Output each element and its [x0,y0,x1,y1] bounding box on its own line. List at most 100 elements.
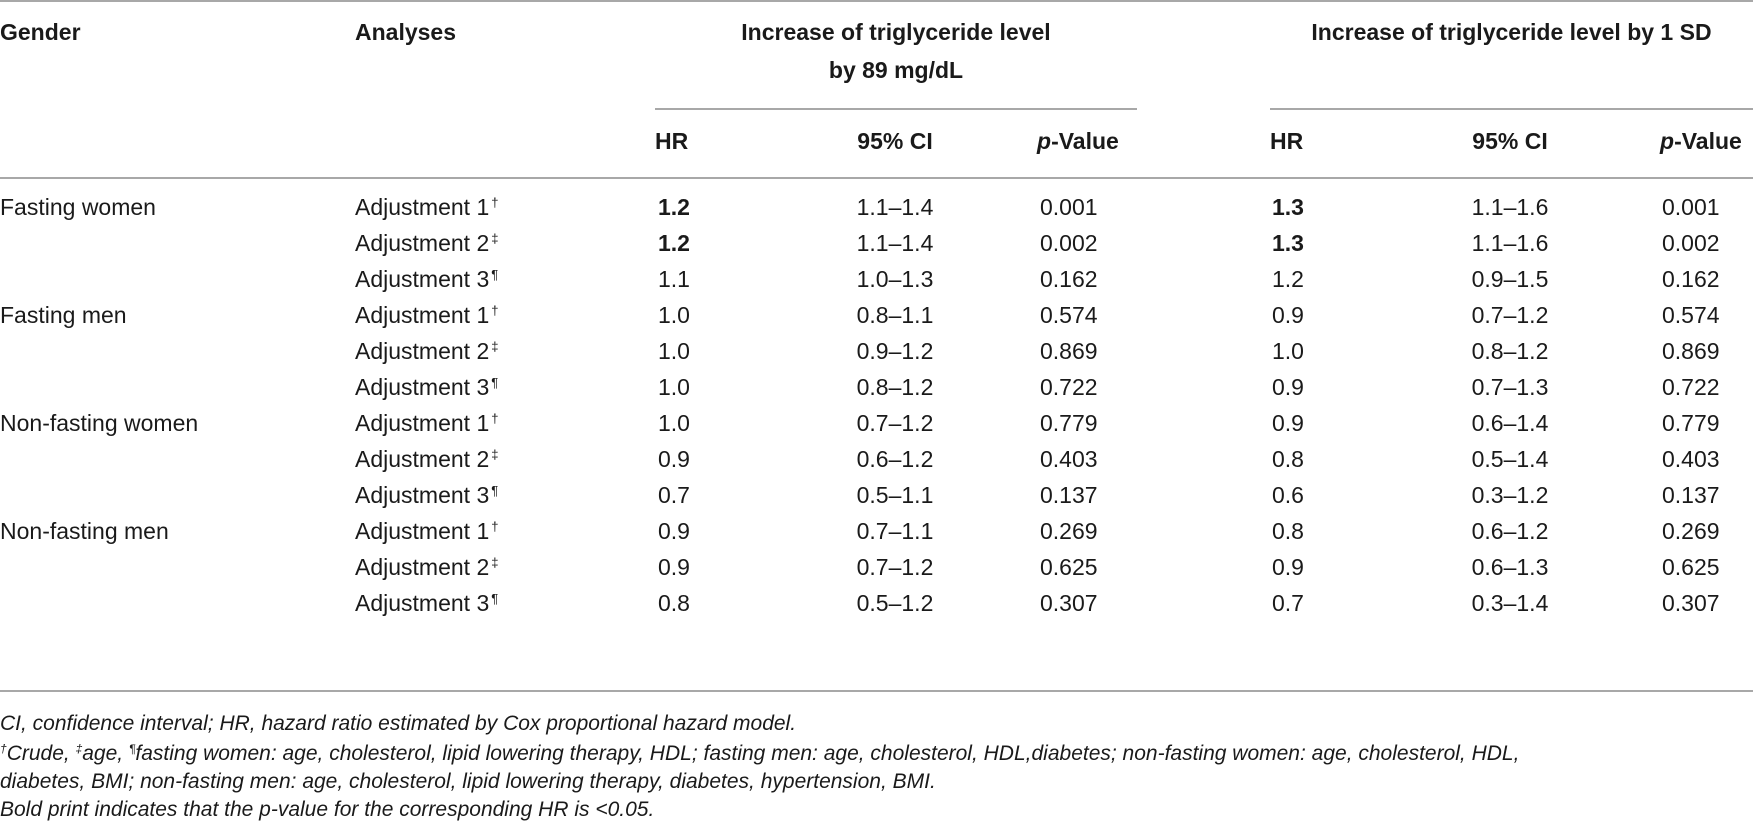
analysis-cell: Adjustment 1 † [355,409,498,437]
ci-cell: 0.3–1.4 [1471,590,1549,616]
header-hr-2: HR [1270,128,1304,154]
p-italic: p [1660,128,1675,154]
pvalue-cell: 0.162 [1040,266,1098,292]
footnote-mark: ¶ [491,267,499,282]
hr-cell: 1.1 [658,266,690,292]
pvalue-cell: 0.779 [1040,410,1098,436]
analysis-label: Adjustment 2 [355,230,490,256]
dagger-mark: † [0,742,7,756]
ci-cell: 0.6–1.2 [1471,518,1549,544]
hr-cell: 0.6 [1272,482,1304,508]
hr-cell: 0.9 [658,446,690,472]
analysis-label: Adjustment 2 [355,446,490,472]
header-hr-1: HR [655,128,689,154]
age-label: age, [82,742,129,765]
adjustment3-description: fasting women: age, cholesterol, lipid l… [135,742,1520,765]
analysis-label: Adjustment 1 [355,302,490,328]
ci-cell: 1.1–1.4 [856,194,934,220]
header-bottom-rule [0,177,1753,179]
footnote-mark: ¶ [491,375,499,390]
header-pvalue-1: p-Value [1037,127,1119,155]
analysis-label: Adjustment 1 [355,194,490,220]
hr-cell: 0.9 [658,554,690,580]
footnote-mark: ‡ [491,555,499,570]
hr-cell: 0.9 [1272,410,1304,436]
footnote-bold-print: Bold print indicates that the p-value fo… [0,798,655,821]
header-group2: Increase of triglyceride level by 1 SD [1311,19,1712,45]
header-ci-1: 95% CI [857,128,933,154]
header-group1-line1: Increase of triglyceride level [741,19,1051,45]
pvalue-cell: 0.307 [1040,590,1098,616]
pilcrow-mark: ¶ [128,742,136,756]
footnote-adjustments: †Crude, ‡age, ¶fasting women: age, chole… [0,740,1519,768]
analysis-cell: Adjustment 2 ‡ [355,337,498,365]
ci-cell: 0.6–1.2 [856,446,934,472]
pvalue-cell: 0.625 [1662,554,1720,580]
footnote-mark: † [491,195,499,210]
hr-cell: 0.8 [658,590,690,616]
hr-cell: 0.8 [1272,518,1304,544]
crude-label: Crude, [6,742,76,765]
analysis-cell: Adjustment 3 ¶ [355,481,498,509]
footnote-adjustments-continued: diabetes, BMI; non-fasting men: age, cho… [0,770,936,793]
hr-cell: 1.0 [658,302,690,328]
ci-cell: 0.9–1.5 [1471,266,1549,292]
hr-cell: 0.8 [1272,446,1304,472]
analysis-label: Adjustment 3 [355,266,490,292]
ci-cell: 1.1–1.6 [1471,230,1549,256]
pvalue-cell: 0.869 [1662,338,1720,364]
analysis-label: Adjustment 3 [355,590,490,616]
pvalue-cell: 0.307 [1662,590,1720,616]
ci-cell: 0.7–1.3 [1471,374,1549,400]
group2-underline [1270,108,1753,110]
header-group1-line2: by 89 mg/dL [828,57,964,83]
pvalue-cell: 0.574 [1662,302,1720,328]
header-analyses: Analyses [355,19,457,45]
hr-cell: 1.2 [658,230,690,256]
p-rest: -Value [1674,128,1742,154]
table-bottom-rule [0,690,1753,692]
pvalue-cell: 0.722 [1040,374,1098,400]
analysis-label: Adjustment 1 [355,410,490,436]
ci-cell: 1.1–1.4 [856,230,934,256]
pvalue-cell: 0.002 [1040,230,1098,256]
pvalue-cell: 0.002 [1662,230,1720,256]
header-gender: Gender [0,19,81,45]
p-italic: p [1037,128,1052,154]
footnote-mark: † [491,411,499,426]
analysis-label: Adjustment 3 [355,374,490,400]
pvalue-cell: 0.162 [1662,266,1720,292]
hr-cell: 0.7 [1272,590,1304,616]
pvalue-cell: 0.001 [1662,194,1720,220]
pvalue-cell: 0.403 [1662,446,1720,472]
pvalue-cell: 0.722 [1662,374,1720,400]
analysis-cell: Adjustment 1 † [355,517,498,545]
ci-cell: 0.7–1.1 [856,518,934,544]
hr-cell: 1.0 [658,338,690,364]
hr-cell: 0.7 [658,482,690,508]
ci-cell: 0.5–1.1 [856,482,934,508]
analysis-cell: Adjustment 2 ‡ [355,445,498,473]
pvalue-cell: 0.403 [1040,446,1098,472]
ci-cell: 0.5–1.4 [1471,446,1549,472]
table-top-rule [0,0,1753,2]
analysis-cell: Adjustment 2 ‡ [355,553,498,581]
analysis-cell: Adjustment 3 ¶ [355,373,498,401]
ci-cell: 0.6–1.3 [1471,554,1549,580]
footnote-abbreviations: CI, confidence interval; HR, hazard rati… [0,712,797,735]
ci-cell: 1.1–1.6 [1471,194,1549,220]
hr-cell: 1.0 [658,410,690,436]
analysis-cell: Adjustment 1 † [355,193,498,221]
analysis-label: Adjustment 2 [355,554,490,580]
analysis-label: Adjustment 3 [355,482,490,508]
ci-cell: 0.7–1.2 [856,554,934,580]
ci-cell: 0.3–1.2 [1471,482,1549,508]
ci-cell: 0.7–1.2 [856,410,934,436]
hr-cell: 1.3 [1272,230,1304,256]
analysis-label: Adjustment 1 [355,518,490,544]
footnote-mark: † [491,303,499,318]
gender-cell: Non-fasting women [0,410,199,436]
pvalue-cell: 0.001 [1040,194,1098,220]
analysis-cell: Adjustment 2 ‡ [355,229,498,257]
hr-cell: 1.2 [658,194,690,220]
